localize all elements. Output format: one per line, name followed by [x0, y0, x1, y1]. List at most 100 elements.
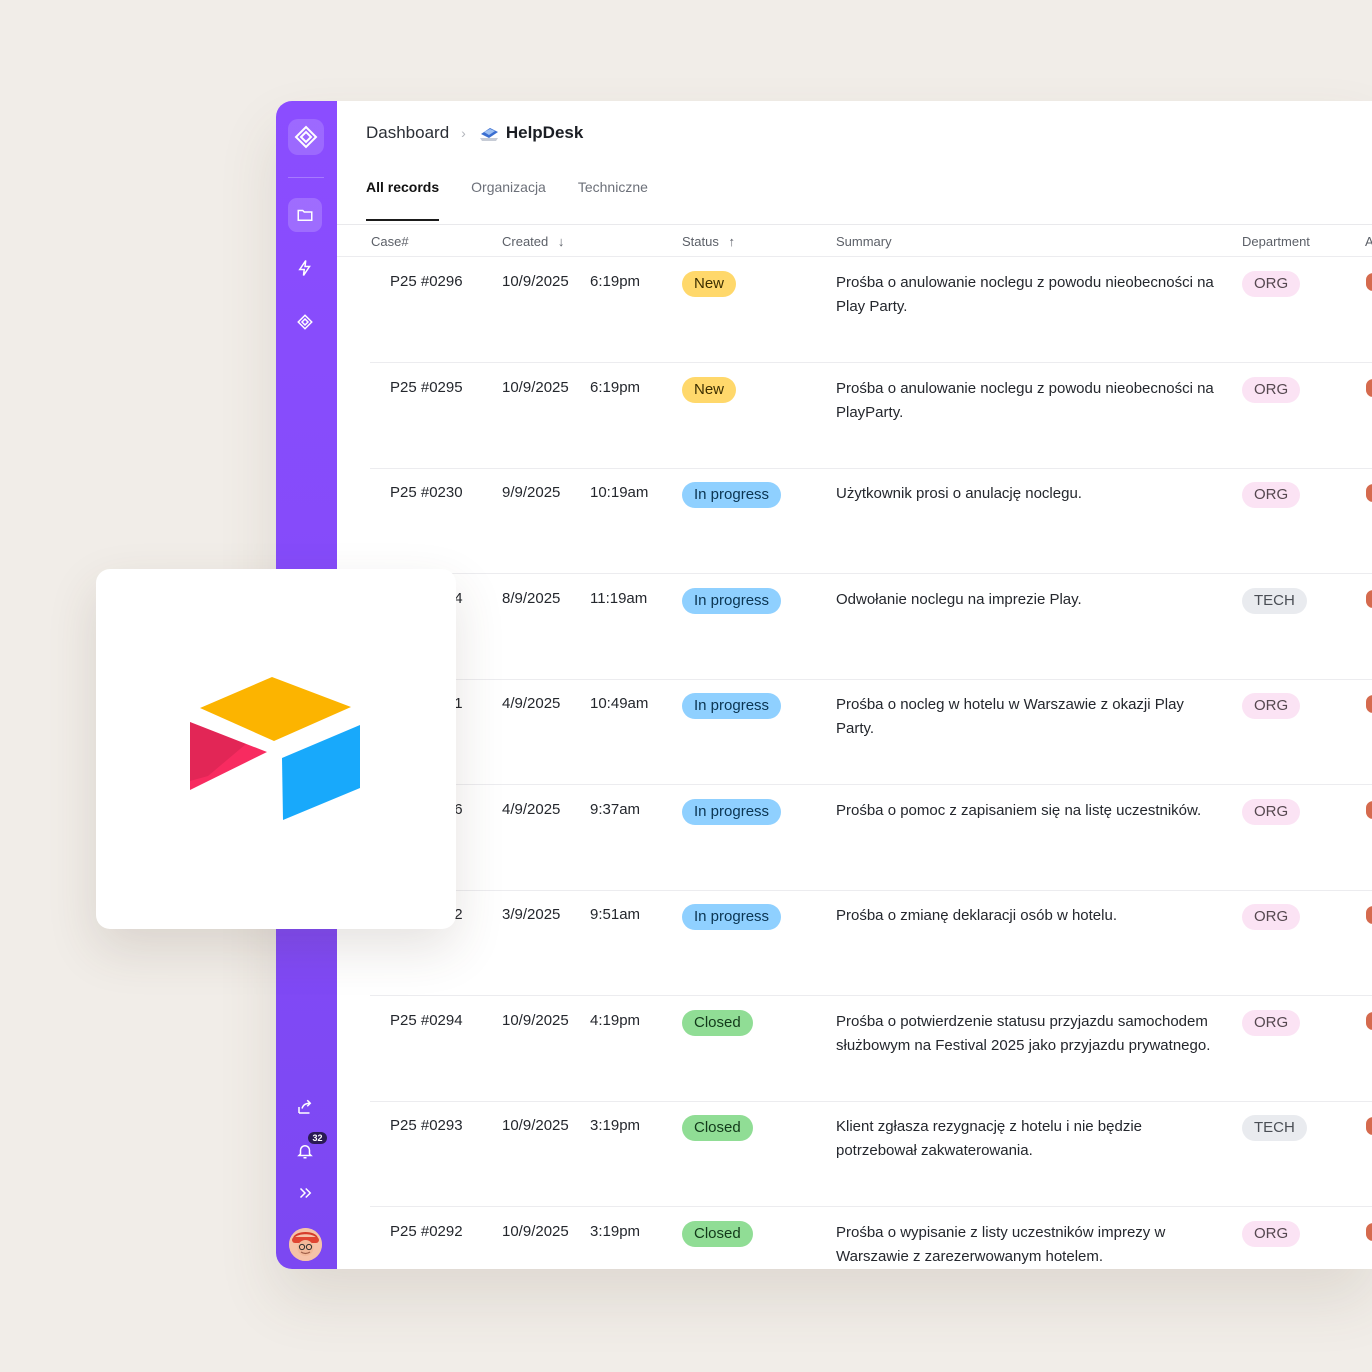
avatar[interactable] — [289, 1228, 322, 1261]
sidebar-item-automations[interactable] — [288, 251, 322, 285]
airtable-logo — [190, 677, 360, 820]
diamond-icon — [297, 314, 313, 330]
table-row[interactable]: P25 #0296 10/9/2025 6:19pm New Prośba o anul… — [370, 257, 1372, 363]
case-number: P25 #0296 — [390, 273, 463, 290]
column-header-status[interactable]: Status ↑ — [682, 234, 735, 249]
column-header-case[interactable]: Case# — [371, 234, 409, 249]
helpdesk-app-icon — [479, 128, 498, 141]
column-header-summary[interactable]: Summary — [836, 234, 892, 249]
chevrons-right-icon — [299, 1187, 312, 1199]
column-header-created[interactable]: Created ↓ — [502, 234, 564, 249]
department-badge: ORG — [1242, 1009, 1301, 1036]
column-header-next[interactable]: A — [1365, 234, 1372, 249]
created-time: 10:49am — [590, 695, 649, 712]
summary-text: Klient zgłasza rezygnację z hotelu i nie… — [836, 1118, 1143, 1159]
folder-icon — [297, 209, 313, 221]
created-date: 10/9/2025 — [502, 1117, 569, 1134]
tab-techniczne[interactable]: Techniczne — [577, 179, 648, 195]
summary-text: Użytkownik prosi o anulację noclegu. — [836, 485, 1082, 502]
created-date: 3/9/2025 — [502, 906, 561, 923]
user-avatar-icon — [289, 1228, 322, 1261]
created-time: 4:19pm — [590, 1011, 641, 1029]
sidebar-item-interfaces[interactable] — [288, 305, 322, 339]
department-badge: TECH — [1242, 1115, 1307, 1141]
table-row[interactable]: P25 #0230 9/9/2025 10:19am In progress Użytk… — [370, 468, 1372, 574]
column-header-department[interactable]: Department — [1242, 234, 1310, 249]
created-date: 10/9/2025 — [502, 378, 569, 396]
table-row[interactable]: P25 #0293 10/9/2025 3:19pm Closed Klient zgł… — [370, 1101, 1372, 1207]
airtable-logo-card — [96, 569, 456, 929]
tab-organizacja[interactable]: Organizacja — [471, 179, 546, 195]
summary-text: Prośba o pomoc z zapisaniem się na listę… — [836, 801, 1202, 819]
case-number: P25 #0293 — [390, 1117, 463, 1134]
created-date: 10/9/2025 — [502, 1011, 569, 1029]
created-date: 10/9/2025 — [502, 273, 569, 290]
sidebar-divider — [288, 177, 324, 178]
status-badge-in-progress: In progress — [682, 798, 782, 825]
sort-descending-icon: ↓ — [557, 234, 565, 249]
share-button[interactable] — [288, 1090, 322, 1124]
assignee-avatar-partial — [1366, 1011, 1372, 1030]
status-badge-closed: Closed — [682, 1115, 753, 1141]
summary-text: Prośba o wypisanie z listy uczestników i… — [836, 1223, 1166, 1265]
workspace-logo-button[interactable] — [288, 119, 324, 155]
table-row[interactable]: P25 #0294 10/9/2025 4:19pm Closed Prośba o p… — [370, 996, 1372, 1102]
assignee-avatar-partial — [1366, 800, 1372, 819]
bell-icon — [297, 1145, 313, 1159]
case-number: P25 #0294 — [390, 1011, 463, 1029]
assignee-avatar-partial — [1366, 378, 1372, 397]
status-badge-closed: Closed — [682, 1220, 753, 1247]
column-header-created-label: Created — [502, 234, 549, 249]
case-number: P25 #0230 — [390, 484, 463, 501]
created-time: 6:19pm — [590, 378, 641, 396]
summary-text: Prośba o zmianę deklaracji osób w hotelu… — [836, 907, 1117, 924]
breadcrumb: Dashboard › HelpDesk — [366, 123, 583, 143]
chevron-right-icon: › — [461, 125, 466, 141]
created-date: 8/9/2025 — [502, 589, 561, 607]
share-icon — [298, 1099, 312, 1114]
status-badge-in-progress: In progress — [682, 693, 782, 719]
page-title: HelpDesk — [505, 123, 584, 142]
assignee-avatar-partial — [1366, 589, 1372, 608]
app-window: 32 Dashboard › HelpDesk — [276, 101, 1372, 1269]
created-date: 4/9/2025 — [502, 695, 561, 712]
table-row[interactable]: P25 #0295 10/9/2025 6:19pm New Prośba o anul… — [370, 363, 1372, 469]
summary-text: Prośba o anulowanie noclegu z powodu nie… — [836, 379, 1214, 421]
status-badge-closed: Closed — [682, 1009, 753, 1036]
status-badge-in-progress: In progress — [682, 482, 782, 508]
summary-text: Prośba o nocleg w hotelu w Warszawie z o… — [836, 696, 1184, 737]
tabs-divider — [337, 224, 1372, 225]
assignee-avatar-partial — [1366, 906, 1372, 924]
department-badge: ORG — [1242, 1220, 1301, 1247]
created-date: 4/9/2025 — [502, 800, 561, 818]
case-number: P25 #0292 — [390, 1222, 463, 1240]
summary-text: Odwołanie noclegu na imprezie Play. — [836, 590, 1082, 608]
sort-ascending-icon: ↑ — [728, 234, 735, 249]
created-time: 11:19am — [590, 589, 648, 607]
created-date: 9/9/2025 — [502, 484, 561, 501]
table-row[interactable]: P25 #0292 10/9/2025 3:19pm Closed Prośba o w… — [370, 1207, 1372, 1270]
expand-sidebar-button[interactable] — [288, 1176, 322, 1210]
department-badge: ORG — [1242, 376, 1301, 403]
diamond-logo-icon — [294, 125, 318, 149]
tab-all-records[interactable]: All records — [366, 179, 440, 221]
sidebar-item-data[interactable] — [288, 198, 322, 232]
breadcrumb-dashboard-link[interactable]: Dashboard — [366, 123, 450, 142]
notifications-button[interactable] — [288, 1134, 322, 1168]
status-badge-in-progress: In progress — [682, 904, 782, 930]
department-badge: ORG — [1242, 798, 1301, 825]
created-time: 3:19pm — [590, 1117, 641, 1134]
assignee-avatar-partial — [1366, 695, 1372, 713]
department-badge: TECH — [1242, 587, 1307, 614]
summary-text: Prośba o anulowanie noclegu z powodu nie… — [836, 274, 1214, 315]
summary-text: Prośba o potwierdzenie statusu przyjazdu… — [836, 1012, 1211, 1054]
status-badge-new: New — [682, 271, 737, 297]
assignee-avatar-partial — [1366, 1117, 1372, 1135]
view-tabs: All records Organizacja Techniczne — [366, 179, 680, 221]
department-badge: ORG — [1242, 271, 1301, 297]
assignee-avatar-partial — [1366, 1222, 1372, 1241]
